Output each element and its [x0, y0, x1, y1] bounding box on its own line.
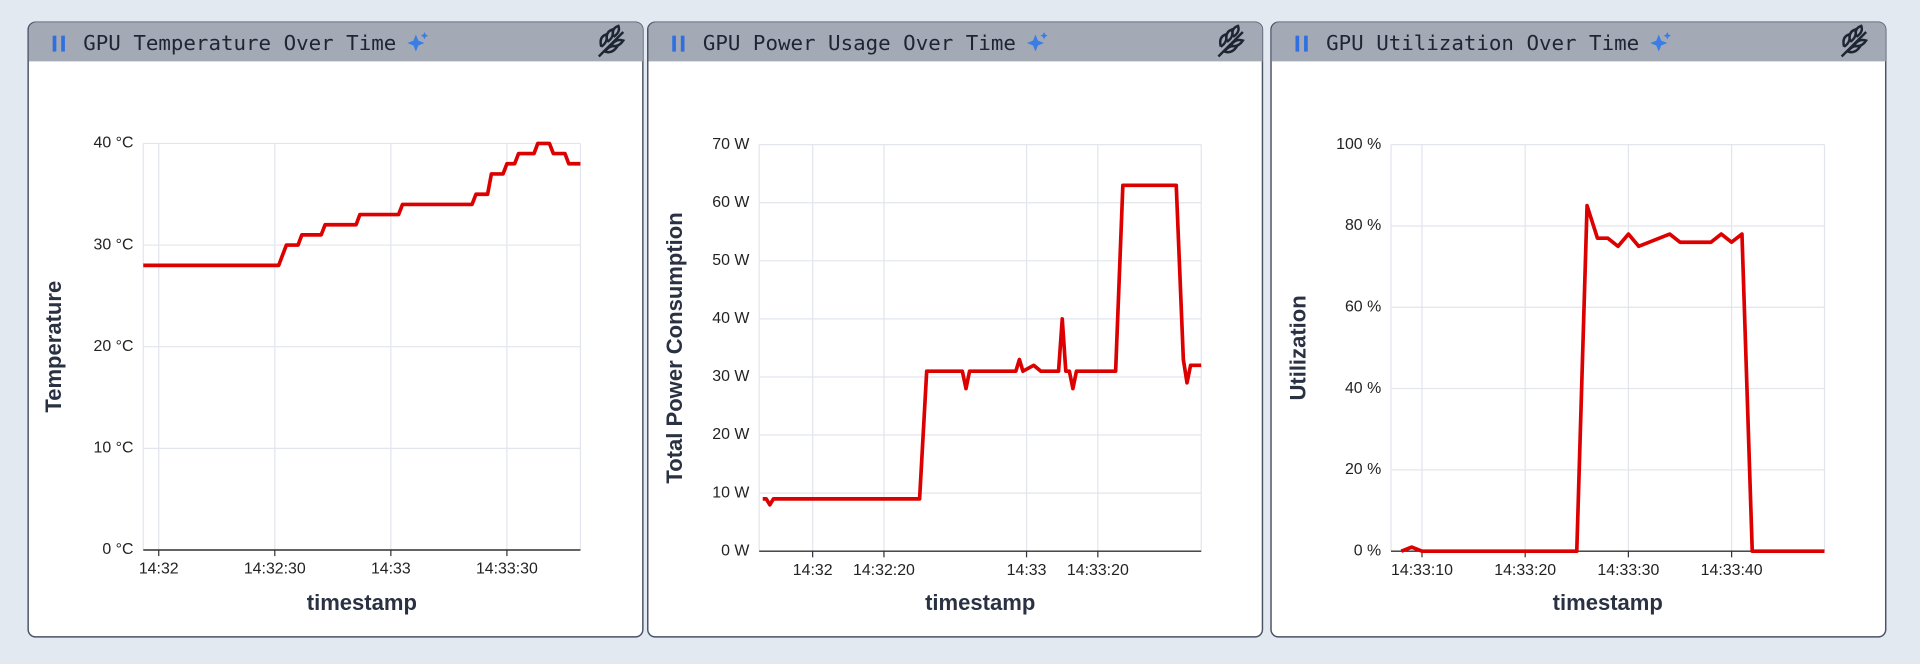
- y-tick-label: 40 %: [1345, 380, 1381, 397]
- y-tick-label: 0 W: [721, 542, 749, 559]
- x-tick-label: 14:32:20: [853, 562, 915, 579]
- y-tick-label: 50 W: [712, 252, 749, 269]
- chart-panel: GPU Utilization Over Time 0 % 20 % 40 % 60 %…: [1270, 21, 1887, 638]
- panel-title: GPU Temperature Over Time: [83, 31, 396, 55]
- panel-title: GPU Utilization Over Time: [1326, 31, 1639, 55]
- data-line: [143, 141, 581, 268]
- y-tick-label: 40 W: [712, 310, 749, 327]
- y-tick-label: 60 W: [712, 194, 749, 211]
- y-tick-label: 20 °C: [94, 338, 134, 355]
- pause-bar[interactable]: [52, 35, 57, 52]
- x-axis-label: timestamp: [307, 590, 417, 615]
- y-axis-label: Total Power Consumption: [662, 212, 687, 483]
- y-tick-label: 10 °C: [94, 440, 134, 457]
- y-tick-label: 80 %: [1345, 217, 1381, 234]
- data-line: [1400, 203, 1825, 554]
- menu-icon[interactable]: [1217, 24, 1245, 58]
- y-axis-label: Utilization: [1285, 295, 1310, 400]
- x-axis-label: timestamp: [925, 590, 1035, 615]
- y-tick-label: 10 W: [712, 484, 749, 501]
- sparkle-icon[interactable]: [407, 32, 429, 52]
- x-tick-label: 14:33: [371, 561, 411, 578]
- chart-panel: GPU Temperature Over Time 0 °C 10 °C 20 °C 3…: [27, 21, 644, 638]
- pause-bar[interactable]: [680, 35, 685, 52]
- y-tick-label: 70 W: [712, 136, 749, 153]
- menu-icon[interactable]: [1840, 24, 1869, 58]
- x-axis-label: timestamp: [1553, 590, 1663, 615]
- pause-bar[interactable]: [672, 35, 676, 52]
- x-tick-label: 14:33: [1007, 562, 1047, 579]
- y-tick-label: 30 W: [712, 368, 749, 385]
- menu-icon[interactable]: [597, 24, 626, 58]
- pause-bar[interactable]: [61, 35, 65, 52]
- y-axis-label: Temperature: [41, 281, 66, 413]
- panel-header: [28, 22, 643, 62]
- x-tick-label: 14:33:20: [1067, 562, 1129, 579]
- pause-bar[interactable]: [1295, 35, 1300, 52]
- y-tick-label: 60 %: [1345, 298, 1381, 315]
- y-tick-label: 20 W: [712, 426, 749, 443]
- x-tick-label: 14:33:30: [476, 561, 538, 578]
- y-tick-label: 30 °C: [94, 236, 134, 253]
- y-tick-label: 0 °C: [102, 541, 133, 558]
- y-tick-label: 100 %: [1336, 136, 1381, 153]
- x-tick-label: 14:33:10: [1391, 562, 1453, 579]
- panel-header: [1271, 22, 1886, 62]
- sparkle-icon[interactable]: [1650, 32, 1671, 52]
- x-tick-label: 14:33:20: [1494, 562, 1556, 579]
- x-tick-label: 14:33:30: [1597, 562, 1659, 579]
- chart-panel: GPU Power Usage Over Time 0 W 10 W 20 W 30 W…: [647, 21, 1264, 638]
- y-tick-label: 40 °C: [94, 135, 134, 152]
- panel-title: GPU Power Usage Over Time: [703, 31, 1016, 55]
- x-tick-label: 14:33:40: [1701, 562, 1763, 579]
- x-tick-label: 14:32: [139, 561, 179, 578]
- pause-bar[interactable]: [1304, 35, 1308, 52]
- x-tick-label: 14:32:30: [244, 561, 306, 578]
- panel-header: [648, 22, 1263, 62]
- y-tick-label: 0 %: [1354, 542, 1381, 559]
- sparkle-icon[interactable]: [1026, 32, 1048, 52]
- data-line: [762, 183, 1202, 507]
- y-tick-label: 20 %: [1345, 461, 1381, 478]
- x-tick-label: 14:32: [793, 562, 833, 579]
